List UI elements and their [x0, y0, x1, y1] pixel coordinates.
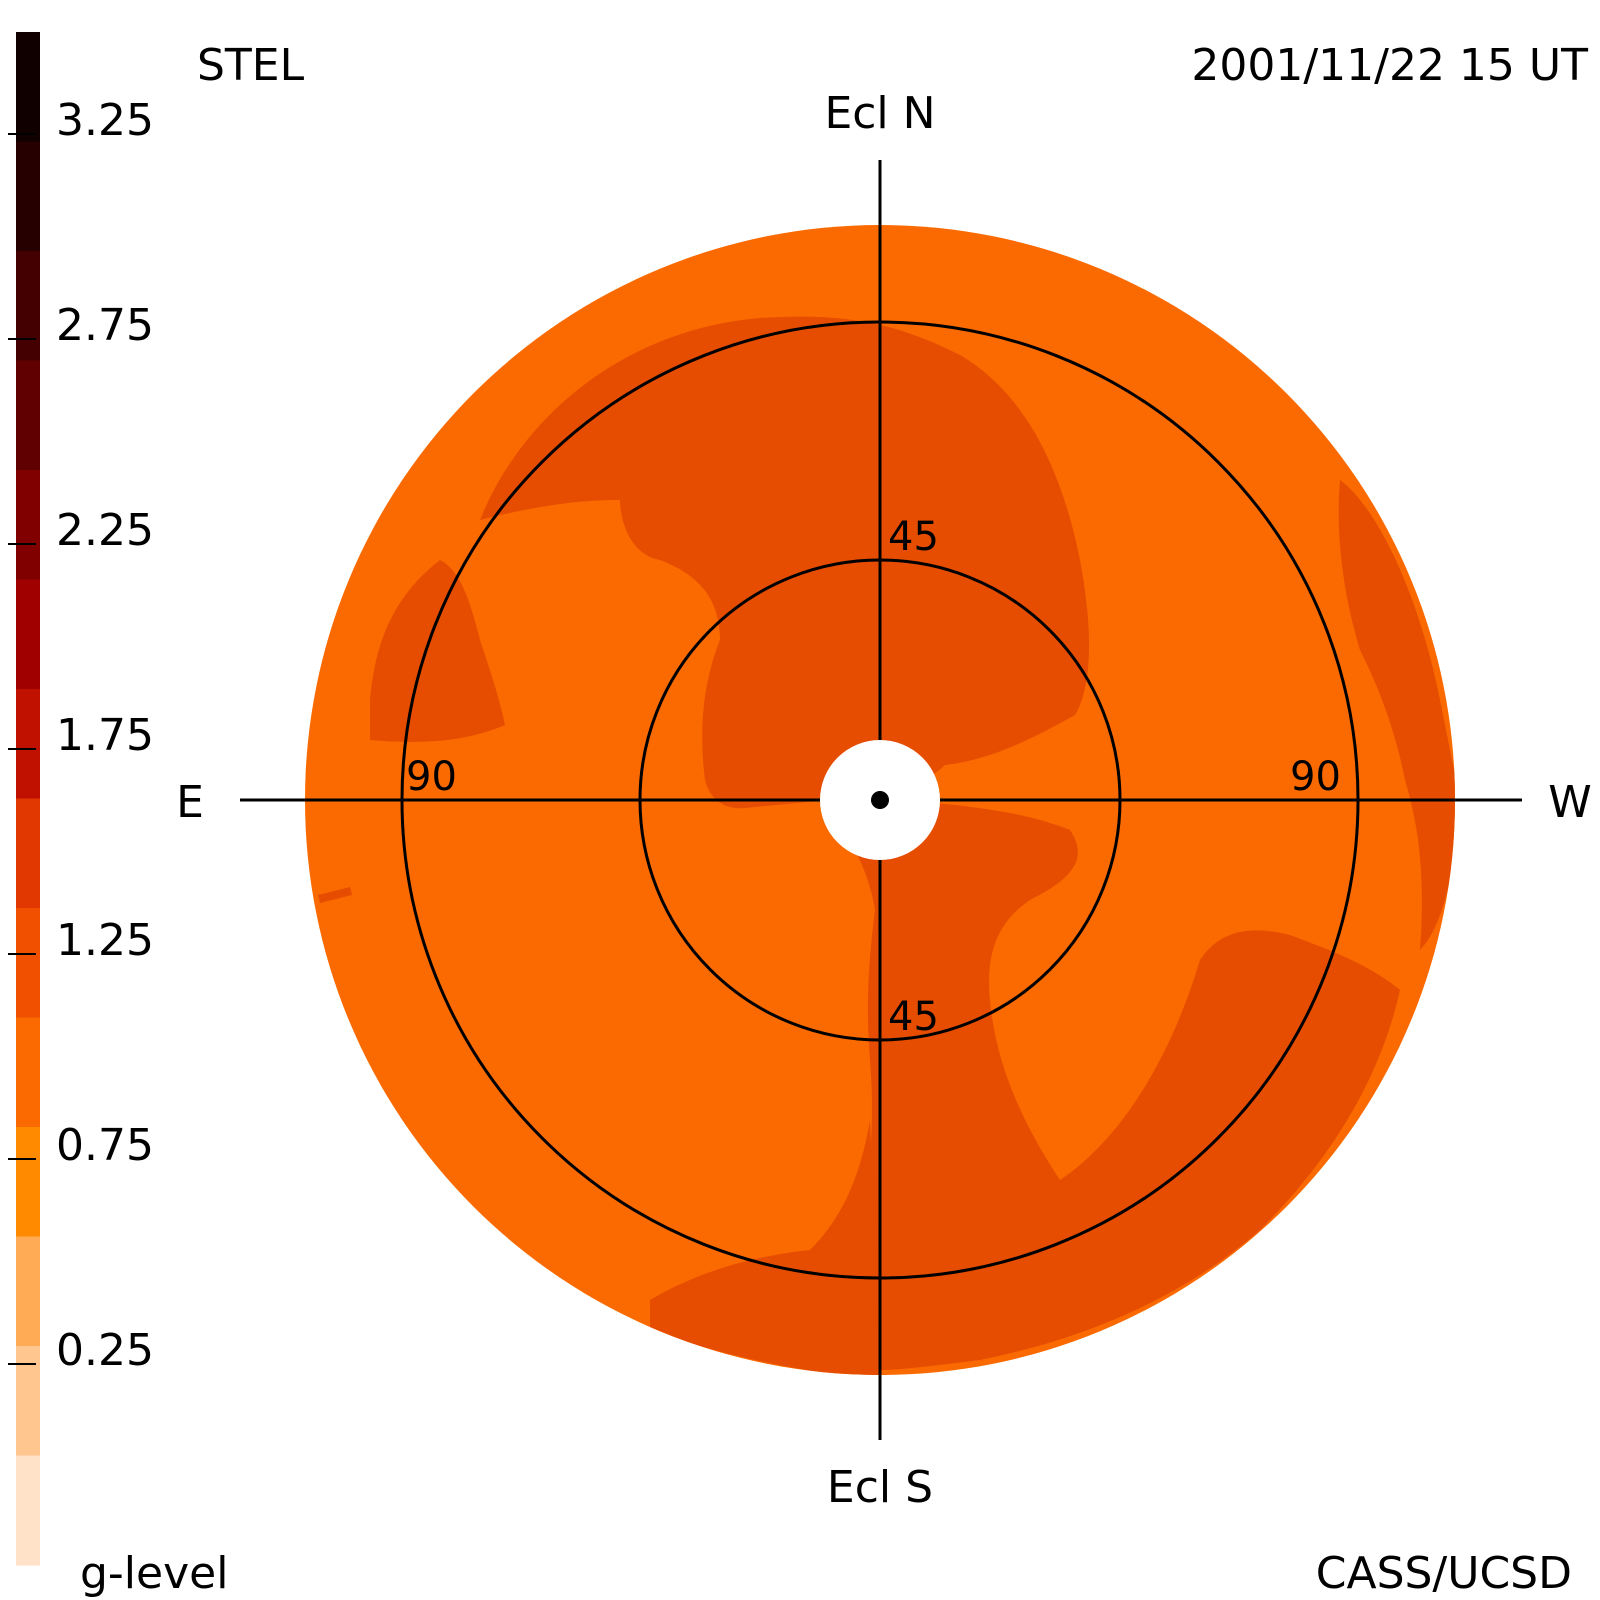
colorbar-tick-label: 2.75 — [56, 300, 154, 351]
enhanced-region — [480, 316, 1090, 809]
colorbar-swatch — [16, 579, 40, 690]
colorbar-swatch — [16, 1236, 40, 1347]
ring-label-90-east: 90 — [406, 754, 457, 800]
timestamp-label: 2001/11/22 15 UT — [1191, 40, 1588, 91]
colorbar-tick-label: 3.25 — [56, 95, 154, 146]
colorbar-tick-label: 0.25 — [56, 1325, 154, 1376]
colorbar-swatch — [16, 32, 40, 143]
skymap-disk — [240, 160, 1522, 1440]
direction-west-label: W — [1548, 777, 1592, 828]
colorbar-swatch — [16, 1455, 40, 1566]
colorbar — [16, 32, 40, 1566]
enhanced-region — [855, 800, 1400, 1370]
colorbar-swatch — [16, 1017, 40, 1128]
colorbar-swatch — [16, 141, 40, 252]
direction-east-label: E — [176, 777, 204, 828]
enhanced-region — [318, 887, 352, 903]
colorbar-tick-label: 0.75 — [56, 1120, 154, 1171]
credit-label: CASS/UCSD — [1316, 1548, 1572, 1599]
enhanced-region — [1338, 480, 1455, 950]
colorbar-swatch — [16, 1127, 40, 1238]
direction-north-label: Ecl N — [824, 88, 935, 139]
colorbar-swatch — [16, 1346, 40, 1457]
colorbar-swatch — [16, 360, 40, 471]
direction-south-label: Ecl S — [827, 1462, 933, 1513]
colorbar-swatch — [16, 251, 40, 362]
colorbar-swatch — [16, 798, 40, 909]
enhanced-region — [650, 1120, 880, 1375]
colorbar-ticks: 3.25 2.75 2.25 1.75 1.25 0.75 0.25 — [8, 95, 154, 1376]
ring-label-45-south: 45 — [888, 994, 939, 1040]
colorbar-swatch — [16, 470, 40, 581]
enhanced-level-regions — [318, 316, 1455, 1375]
colorbar-tick-label: 2.25 — [56, 505, 154, 556]
enhanced-region — [370, 560, 505, 742]
colorbar-swatch — [16, 689, 40, 800]
instrument-label: STEL — [197, 40, 305, 91]
ring-label-90-west: 90 — [1290, 754, 1341, 800]
ring-label-45-north: 45 — [888, 514, 939, 560]
sun-center-dot — [871, 791, 889, 809]
colorbar-title: g-level — [80, 1548, 228, 1599]
colorbar-tick-label: 1.75 — [56, 710, 154, 761]
colorbar-swatch — [16, 908, 40, 1019]
colorbar-tick-label: 1.25 — [56, 915, 154, 966]
